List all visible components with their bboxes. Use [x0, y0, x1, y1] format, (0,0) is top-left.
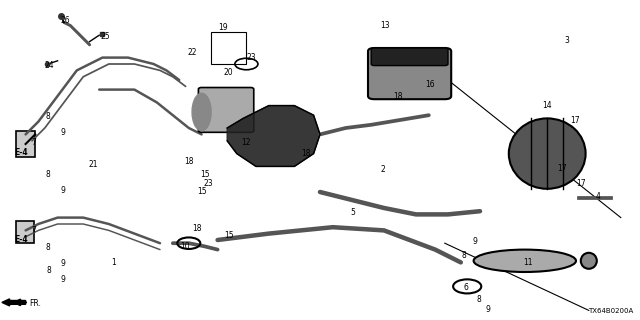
- Text: 2: 2: [380, 165, 385, 174]
- Text: 16: 16: [425, 80, 435, 89]
- Text: 1: 1: [111, 258, 116, 267]
- Text: 9: 9: [472, 237, 477, 246]
- Text: 15: 15: [200, 170, 210, 179]
- FancyBboxPatch shape: [16, 221, 34, 243]
- Text: 7: 7: [31, 226, 36, 235]
- Text: 8: 8: [45, 170, 51, 179]
- Text: 15: 15: [224, 231, 234, 240]
- Text: TX64B0200A: TX64B0200A: [588, 308, 634, 314]
- Text: 22: 22: [188, 48, 196, 57]
- FancyBboxPatch shape: [198, 88, 254, 132]
- Text: E-4: E-4: [14, 236, 28, 244]
- Text: 3: 3: [564, 36, 569, 44]
- Text: 15: 15: [196, 188, 207, 196]
- Text: 24: 24: [44, 61, 54, 70]
- Text: 8: 8: [45, 244, 51, 252]
- Text: 8: 8: [476, 295, 481, 304]
- Text: 6: 6: [463, 284, 468, 292]
- Ellipse shape: [474, 250, 576, 272]
- FancyBboxPatch shape: [368, 48, 451, 99]
- Text: FR.: FR.: [29, 299, 41, 308]
- Text: 19: 19: [218, 23, 228, 32]
- Ellipse shape: [581, 253, 597, 269]
- FancyBboxPatch shape: [371, 48, 448, 66]
- Text: 10: 10: [180, 242, 190, 251]
- Text: 18: 18: [192, 224, 201, 233]
- Text: 9: 9: [60, 186, 65, 195]
- Text: 9: 9: [485, 305, 490, 314]
- Ellipse shape: [192, 93, 211, 131]
- Text: 7: 7: [31, 138, 36, 147]
- Text: 9: 9: [60, 276, 65, 284]
- Text: 8: 8: [45, 112, 51, 121]
- Text: 8: 8: [47, 266, 52, 275]
- Text: 9: 9: [60, 260, 65, 268]
- Text: 25: 25: [100, 32, 111, 41]
- Text: 17: 17: [557, 164, 567, 172]
- Text: 17: 17: [576, 180, 586, 188]
- Text: 23: 23: [203, 180, 213, 188]
- Text: 21: 21: [88, 160, 97, 169]
- Text: 23: 23: [246, 53, 256, 62]
- Text: 11: 11: [524, 258, 532, 267]
- FancyBboxPatch shape: [16, 131, 35, 157]
- Text: 26: 26: [60, 16, 70, 25]
- Text: 17: 17: [570, 116, 580, 124]
- Text: 4: 4: [596, 192, 601, 201]
- Text: 20: 20: [223, 68, 234, 76]
- Text: 5: 5: [351, 208, 356, 217]
- Text: 18: 18: [301, 149, 310, 158]
- Ellipse shape: [509, 118, 586, 189]
- FancyArrow shape: [2, 299, 26, 306]
- Text: 12: 12: [242, 138, 251, 147]
- Text: E-4: E-4: [14, 148, 28, 156]
- Text: 13: 13: [380, 21, 390, 30]
- Text: 9: 9: [60, 128, 65, 137]
- Text: 8: 8: [461, 252, 467, 260]
- Text: 14: 14: [542, 101, 552, 110]
- Text: 18: 18: [184, 157, 193, 166]
- Polygon shape: [227, 106, 320, 166]
- Text: 18: 18: [394, 92, 403, 100]
